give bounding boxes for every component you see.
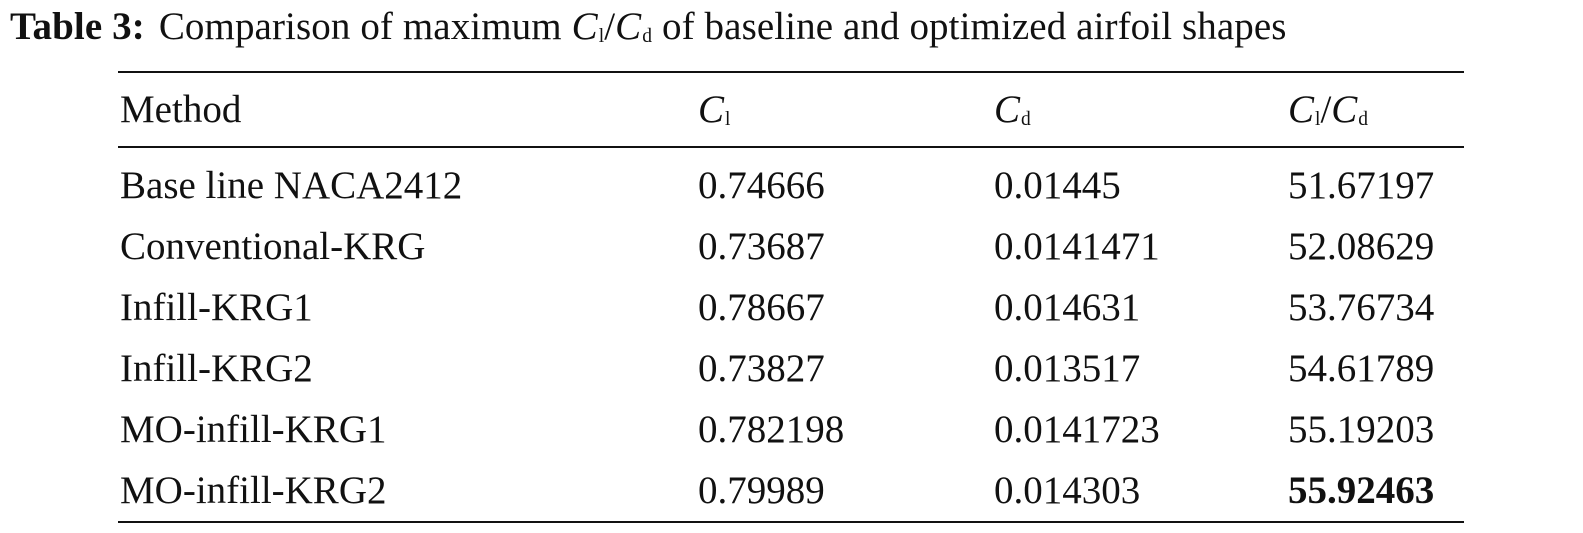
caption-text-after: of baseline and optimized airfoil shapes	[662, 5, 1287, 48]
cell-cl: 0.79989	[698, 469, 825, 512]
header-ratio-slash: /	[1320, 88, 1332, 131]
header-ratio-den-sub: d	[1358, 108, 1369, 130]
cell-method: MO-infill-KRG1	[120, 408, 387, 451]
caption-cl-symbol: Cl	[572, 5, 605, 48]
table-row: Infill-KRG2 0.73827 0.013517 54.61789	[118, 340, 1464, 398]
cell-cl-cd-best: 55.92463	[1288, 469, 1435, 512]
header-cd: Cd	[994, 81, 1031, 139]
caption-text-before: Comparison of maximum	[158, 5, 562, 48]
header-ratio-den-main: C	[1331, 88, 1358, 131]
caption-cd-symbol: Cd	[615, 5, 652, 48]
header-cl-main: C	[698, 88, 725, 131]
header-ratio-num-sub: l	[1315, 108, 1321, 130]
header-cl: Cl	[698, 81, 730, 139]
cell-method: Infill-KRG2	[120, 347, 313, 390]
table-row: MO-infill-KRG1 0.782198 0.0141723 55.192…	[118, 401, 1464, 459]
cell-cl-cd: 51.67197	[1288, 164, 1435, 207]
cell-cl-cd: 55.19203	[1288, 408, 1435, 451]
cell-cl-cd: 54.61789	[1288, 347, 1435, 390]
cell-method: Conventional-KRG	[120, 225, 426, 268]
table-bottom-rule	[118, 521, 1464, 523]
table-row: Conventional-KRG 0.73687 0.0141471 52.08…	[118, 218, 1464, 276]
table-row: Infill-KRG1 0.78667 0.014631 53.76734	[118, 279, 1464, 337]
cell-cl-cd: 52.08629	[1288, 225, 1435, 268]
table-row: MO-infill-KRG2 0.79989 0.014303 55.92463	[118, 462, 1464, 520]
cell-cl: 0.73827	[698, 347, 825, 390]
cell-cd: 0.0141471	[994, 225, 1160, 268]
cell-cd: 0.014631	[994, 286, 1141, 329]
header-method: Method	[120, 88, 242, 131]
table-row: Base line NACA2412 0.74666 0.01445 51.67…	[118, 157, 1464, 215]
table-caption: Table 3: Comparison of maximum Cl/Cd of b…	[10, 4, 1580, 50]
header-cl-cd: Cl/Cd	[1288, 81, 1368, 139]
cell-cd: 0.0141723	[994, 408, 1160, 451]
header-cd-main: C	[994, 88, 1021, 131]
cell-cd: 0.014303	[994, 469, 1141, 512]
caption-slash: /	[604, 5, 616, 48]
cell-cd: 0.013517	[994, 347, 1141, 390]
cell-cl: 0.782198	[698, 408, 845, 451]
caption-cd-main: C	[615, 5, 642, 48]
cell-cd: 0.01445	[994, 164, 1121, 207]
cell-cl: 0.73687	[698, 225, 825, 268]
header-ratio-num-main: C	[1288, 88, 1315, 131]
cell-method: Infill-KRG1	[120, 286, 313, 329]
caption-cl-main: C	[571, 5, 598, 48]
cell-method: MO-infill-KRG2	[120, 469, 387, 512]
header-cl-sub: l	[725, 108, 731, 130]
caption-cl-sub: l	[598, 25, 605, 47]
table-header-row: Method Cl Cd Cl/Cd	[118, 81, 1464, 139]
cell-method: Base line NACA2412	[120, 164, 463, 207]
table-top-rule	[118, 71, 1464, 73]
cell-cl-cd: 53.76734	[1288, 286, 1435, 329]
table-header-rule	[118, 146, 1464, 148]
caption-cd-sub: d	[642, 25, 653, 47]
header-cd-sub: d	[1021, 108, 1031, 130]
caption-label: Table 3:	[10, 5, 145, 48]
cell-cl: 0.78667	[698, 286, 825, 329]
cell-cl: 0.74666	[698, 164, 825, 207]
